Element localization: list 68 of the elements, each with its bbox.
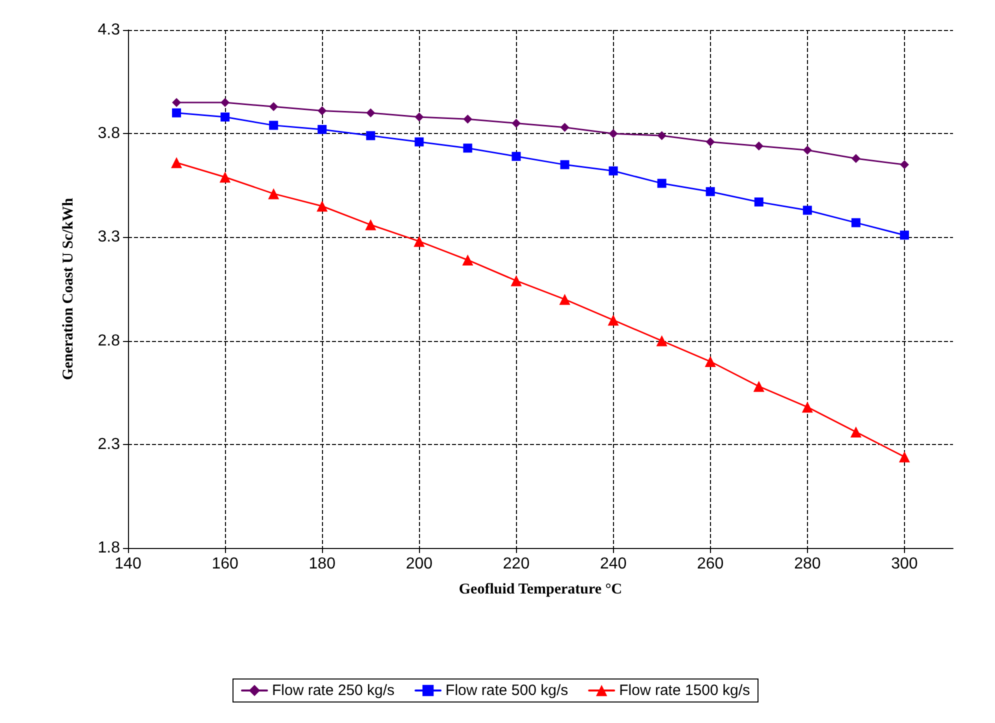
point [220,98,230,108]
point [851,218,860,228]
y-tick-label: 2.3 [98,436,120,453]
y-tick-label: 3.8 [98,125,120,142]
point [512,118,521,128]
y-tick-label: 1.8 [98,540,120,556]
point [560,160,570,170]
point [706,187,715,196]
point [851,154,860,163]
point [560,122,570,132]
point [365,219,376,230]
point [366,108,376,118]
point [318,124,327,134]
legend-label: Flow rate 250 kg/s [272,682,395,699]
x-tick-label: 240 [600,556,627,572]
point [510,275,522,286]
point [802,146,812,155]
legend-label: Flow rate 1500 kg/s [619,682,750,699]
point [316,200,328,212]
point [318,106,327,116]
point [608,129,618,138]
point [172,98,182,108]
x-tick-label: 140 [114,556,142,572]
x-tick-label: 260 [697,556,724,572]
point [706,137,715,146]
x-tick-label: 180 [308,556,336,572]
point [414,137,424,146]
point [268,188,280,200]
point [559,294,570,305]
x-tick-label: 220 [502,556,530,572]
y-axis-title: Generation Coast U Sc/kWh [60,197,76,380]
point [704,356,716,368]
point [462,254,474,266]
point [463,144,472,153]
point [366,131,376,140]
point [850,426,862,438]
x-axis-title: Geofluid Temperature °C [458,582,622,598]
y-tick-label: 2.8 [98,332,120,350]
x-tick-label: 200 [406,556,433,572]
y-tick-label: 4.3 [98,22,120,38]
point [172,108,182,118]
point [754,197,764,206]
point [608,314,619,326]
point [657,131,666,140]
point [898,451,910,462]
point [657,178,666,188]
point [754,142,764,151]
point [656,335,668,346]
point [414,236,425,247]
x-tick-label: 160 [212,556,239,572]
point [220,112,230,122]
point [269,102,278,112]
legend-label: Flow rate 500 kg/s [446,682,568,699]
point [802,206,812,215]
y-tick-label: 3.3 [98,228,120,246]
point [414,112,424,122]
point [753,380,764,392]
point [608,166,618,176]
point [900,160,909,170]
point [269,120,278,130]
x-tick-label: 280 [794,556,821,572]
point [220,172,231,183]
point [900,230,909,240]
point [171,157,182,168]
point [802,402,813,413]
point [463,114,472,124]
x-tick-label: 300 [891,556,918,572]
point [512,152,521,161]
